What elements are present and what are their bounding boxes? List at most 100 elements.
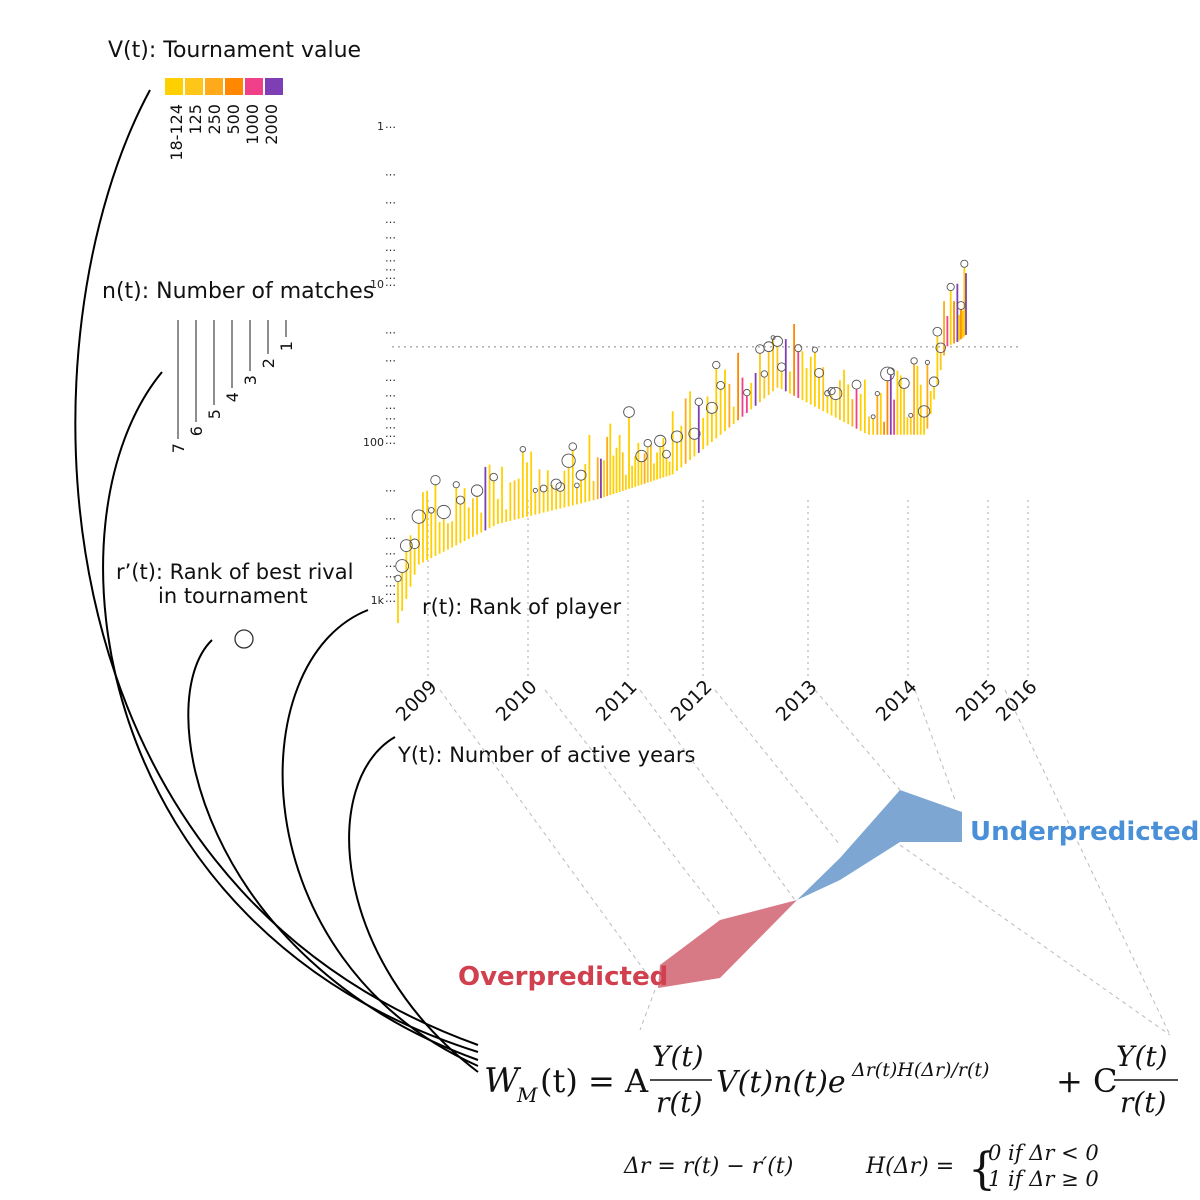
y-minor-tick: … — [385, 557, 396, 570]
y-minor-tick: … — [385, 482, 396, 495]
rival-circle — [539, 484, 548, 493]
value-label-1000: 1000 — [243, 104, 262, 145]
y-minor-tick: … — [385, 399, 396, 412]
rival-circle — [399, 539, 413, 552]
value-swatch-18-124 — [165, 78, 183, 95]
rival-circle — [394, 574, 402, 583]
rival-circle — [532, 487, 538, 494]
rival-circle — [452, 481, 460, 489]
y-tick-10: 10 — [370, 278, 384, 291]
rival-circle — [411, 509, 426, 524]
matches-label-2: 2 — [259, 358, 278, 368]
rival-circle — [851, 379, 862, 390]
y-axis-ticks: 1101001k………………………………………………………………………… — [363, 118, 396, 607]
y-minor-tick: … — [385, 166, 396, 179]
y-minor-tick: … — [385, 386, 396, 399]
rival-circle — [670, 430, 684, 443]
y-minor-tick: … — [385, 269, 396, 282]
formula-frac1-numerator: Y(t) — [652, 1040, 704, 1073]
y-minor-tick: … — [385, 324, 396, 337]
matches-label-1: 1 — [277, 341, 296, 351]
formula-middle: V(t)n(t)e — [716, 1065, 846, 1100]
rival-circle — [470, 484, 484, 497]
rival-circle — [908, 412, 914, 418]
y-minor-tick: … — [385, 410, 396, 423]
rival-circle — [777, 362, 787, 372]
rival-circle — [824, 390, 831, 397]
rival-circle — [886, 367, 895, 376]
overpredicted-band — [658, 900, 797, 988]
rival-circle — [870, 414, 876, 420]
y-minor-tick: … — [385, 118, 396, 131]
rival-circle — [880, 366, 895, 382]
rival-circle — [427, 506, 435, 514]
rival-circle — [574, 482, 580, 489]
y-tick-1: 1 — [377, 120, 384, 133]
y-minor-tick: … — [385, 427, 396, 440]
rival-circle — [924, 359, 930, 365]
y-minor-tick: … — [385, 261, 396, 274]
y-minor-tick: … — [385, 371, 396, 384]
rival-circle — [794, 344, 803, 353]
formula-definitions: Δr = r(t) − r′(t) H(Δr) = { 0 if Δr < 0 … — [623, 1141, 1099, 1195]
year-label-2015: 2015 — [952, 676, 1002, 726]
connector-matches — [102, 371, 479, 1053]
y-minor-tick: … — [385, 529, 396, 542]
rival-circle — [519, 446, 527, 453]
formula-case-1: 1 if Δr ≥ 0 — [988, 1167, 1099, 1191]
rival-legend-title-line2: in tournament — [158, 584, 308, 608]
matches-label-5: 5 — [205, 409, 224, 419]
value-label-250: 250 — [205, 104, 224, 135]
value-label-18-124: 18-124 — [167, 104, 186, 161]
value-swatch-500 — [225, 78, 243, 95]
y-minor-tick: … — [385, 592, 396, 605]
rival-circle — [555, 482, 566, 492]
value-swatch-250 — [205, 78, 223, 95]
year-label-2009: 2009 — [392, 676, 442, 726]
year-label-2010: 2010 — [492, 676, 542, 726]
rival-circle — [827, 386, 836, 396]
y-minor-tick: … — [385, 276, 396, 289]
formula-lhs-subscript: M — [516, 1083, 538, 1107]
rank-title: r(t): Rank of player — [422, 595, 621, 619]
connector-years — [348, 736, 479, 1073]
connector-value — [74, 89, 479, 1046]
y-tick-100: 100 — [363, 436, 384, 449]
y-minor-tick: … — [385, 509, 396, 522]
rival-circle — [946, 282, 955, 292]
y-minor-tick: … — [385, 241, 396, 254]
rival-circle — [814, 367, 825, 378]
rival-circle — [635, 449, 648, 463]
value-legend-title: V(t): Tournament value — [108, 38, 361, 63]
rival-circle — [917, 405, 931, 418]
formula-plus-c: + C — [1056, 1062, 1117, 1100]
value-swatch-1000 — [245, 78, 263, 95]
formula-frac1-denominator: r(t) — [656, 1086, 702, 1119]
rival-circle — [760, 370, 768, 378]
year-label-2013: 2013 — [772, 676, 822, 726]
year-guides — [427, 500, 1029, 680]
y-minor-tick: … — [385, 434, 396, 447]
rival-circle — [436, 504, 451, 520]
value-label-2000: 2000 — [262, 104, 281, 145]
rival-circle — [654, 434, 667, 448]
rival-circle — [811, 346, 818, 353]
rival-circle — [910, 357, 918, 365]
rival-circle — [575, 469, 587, 481]
y-minor-tick: … — [385, 213, 396, 226]
rival-circle — [898, 377, 910, 389]
years-title: Y(t): Number of active years — [397, 743, 695, 767]
matches-label-6: 6 — [187, 426, 206, 436]
rival-circles — [394, 259, 969, 583]
y-minor-tick: … — [385, 193, 396, 206]
rival-circle — [705, 401, 718, 414]
rival-circle — [568, 442, 578, 451]
y-minor-tick: … — [385, 577, 396, 590]
rival-circle — [960, 259, 969, 268]
connector-rank — [281, 609, 479, 1067]
rival-circle — [409, 538, 420, 550]
connector-rival — [187, 639, 479, 1061]
rival-circle — [395, 559, 410, 573]
rival-circle — [561, 453, 576, 468]
